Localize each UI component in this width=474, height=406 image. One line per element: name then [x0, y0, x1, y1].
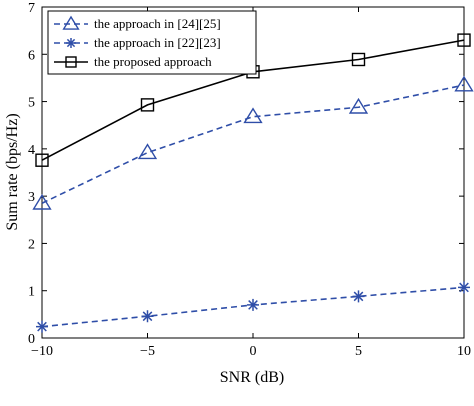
legend-marker-square: [65, 56, 77, 68]
data-point-square: [457, 33, 471, 47]
y-axis-title: Sum rate (bps/Hz): [4, 113, 21, 230]
data-point-triangle: [243, 107, 263, 124]
legend-item: the proposed approach: [54, 54, 212, 69]
data-point-triangle: [137, 143, 158, 160]
x-tick-label: −5: [140, 344, 155, 359]
legend-box: [47, 10, 257, 75]
data-point-asterisk: [458, 281, 470, 294]
data-point-asterisk: [141, 310, 154, 323]
x-tick-label: −10: [31, 344, 53, 359]
y-tick-label: 0: [28, 332, 35, 347]
legend-marker-asterisk: [66, 38, 76, 48]
y-tick-label: 2: [28, 237, 35, 252]
legend-label: the approach in [22][23]: [94, 35, 221, 50]
y-tick-label: 3: [28, 190, 35, 205]
data-point-triangle: [454, 75, 474, 92]
data-point-square: [140, 98, 155, 112]
x-tick-label: 10: [457, 344, 471, 359]
data-point-square: [351, 52, 366, 67]
axis-ticks: −10 −5 0 5 10 0 1 2 3 4 5 6 7: [28, 1, 471, 359]
y-tick-label: 4: [28, 143, 35, 158]
data-point-asterisk: [352, 290, 365, 303]
legend-label: the proposed approach: [94, 54, 212, 69]
series-line: [41, 84, 465, 204]
data-point-asterisk: [36, 320, 48, 333]
data-point-triangle: [32, 193, 52, 210]
y-tick-label: 1: [28, 285, 35, 300]
legend: the approach in [24][25] the approach in …: [47, 10, 257, 75]
x-tick-label: 0: [250, 344, 257, 359]
x-axis-title: SNR (dB): [220, 369, 284, 386]
data-point-square: [35, 153, 49, 167]
series-triangle: [32, 75, 474, 210]
data-point-triangle: [348, 97, 369, 114]
legend-label: the approach in [24][25]: [94, 16, 221, 31]
y-tick-label: 7: [28, 1, 35, 16]
y-tick-label: 6: [28, 48, 35, 63]
data-point-asterisk: [247, 298, 259, 311]
y-tick-label: 5: [28, 96, 35, 111]
series-asterisk: [36, 281, 470, 333]
legend-item: the approach in [24][25]: [54, 15, 221, 31]
legend-item: the approach in [22][23]: [54, 35, 221, 50]
legend-marker-triangle: [62, 15, 80, 30]
x-tick-label: 5: [355, 344, 362, 359]
